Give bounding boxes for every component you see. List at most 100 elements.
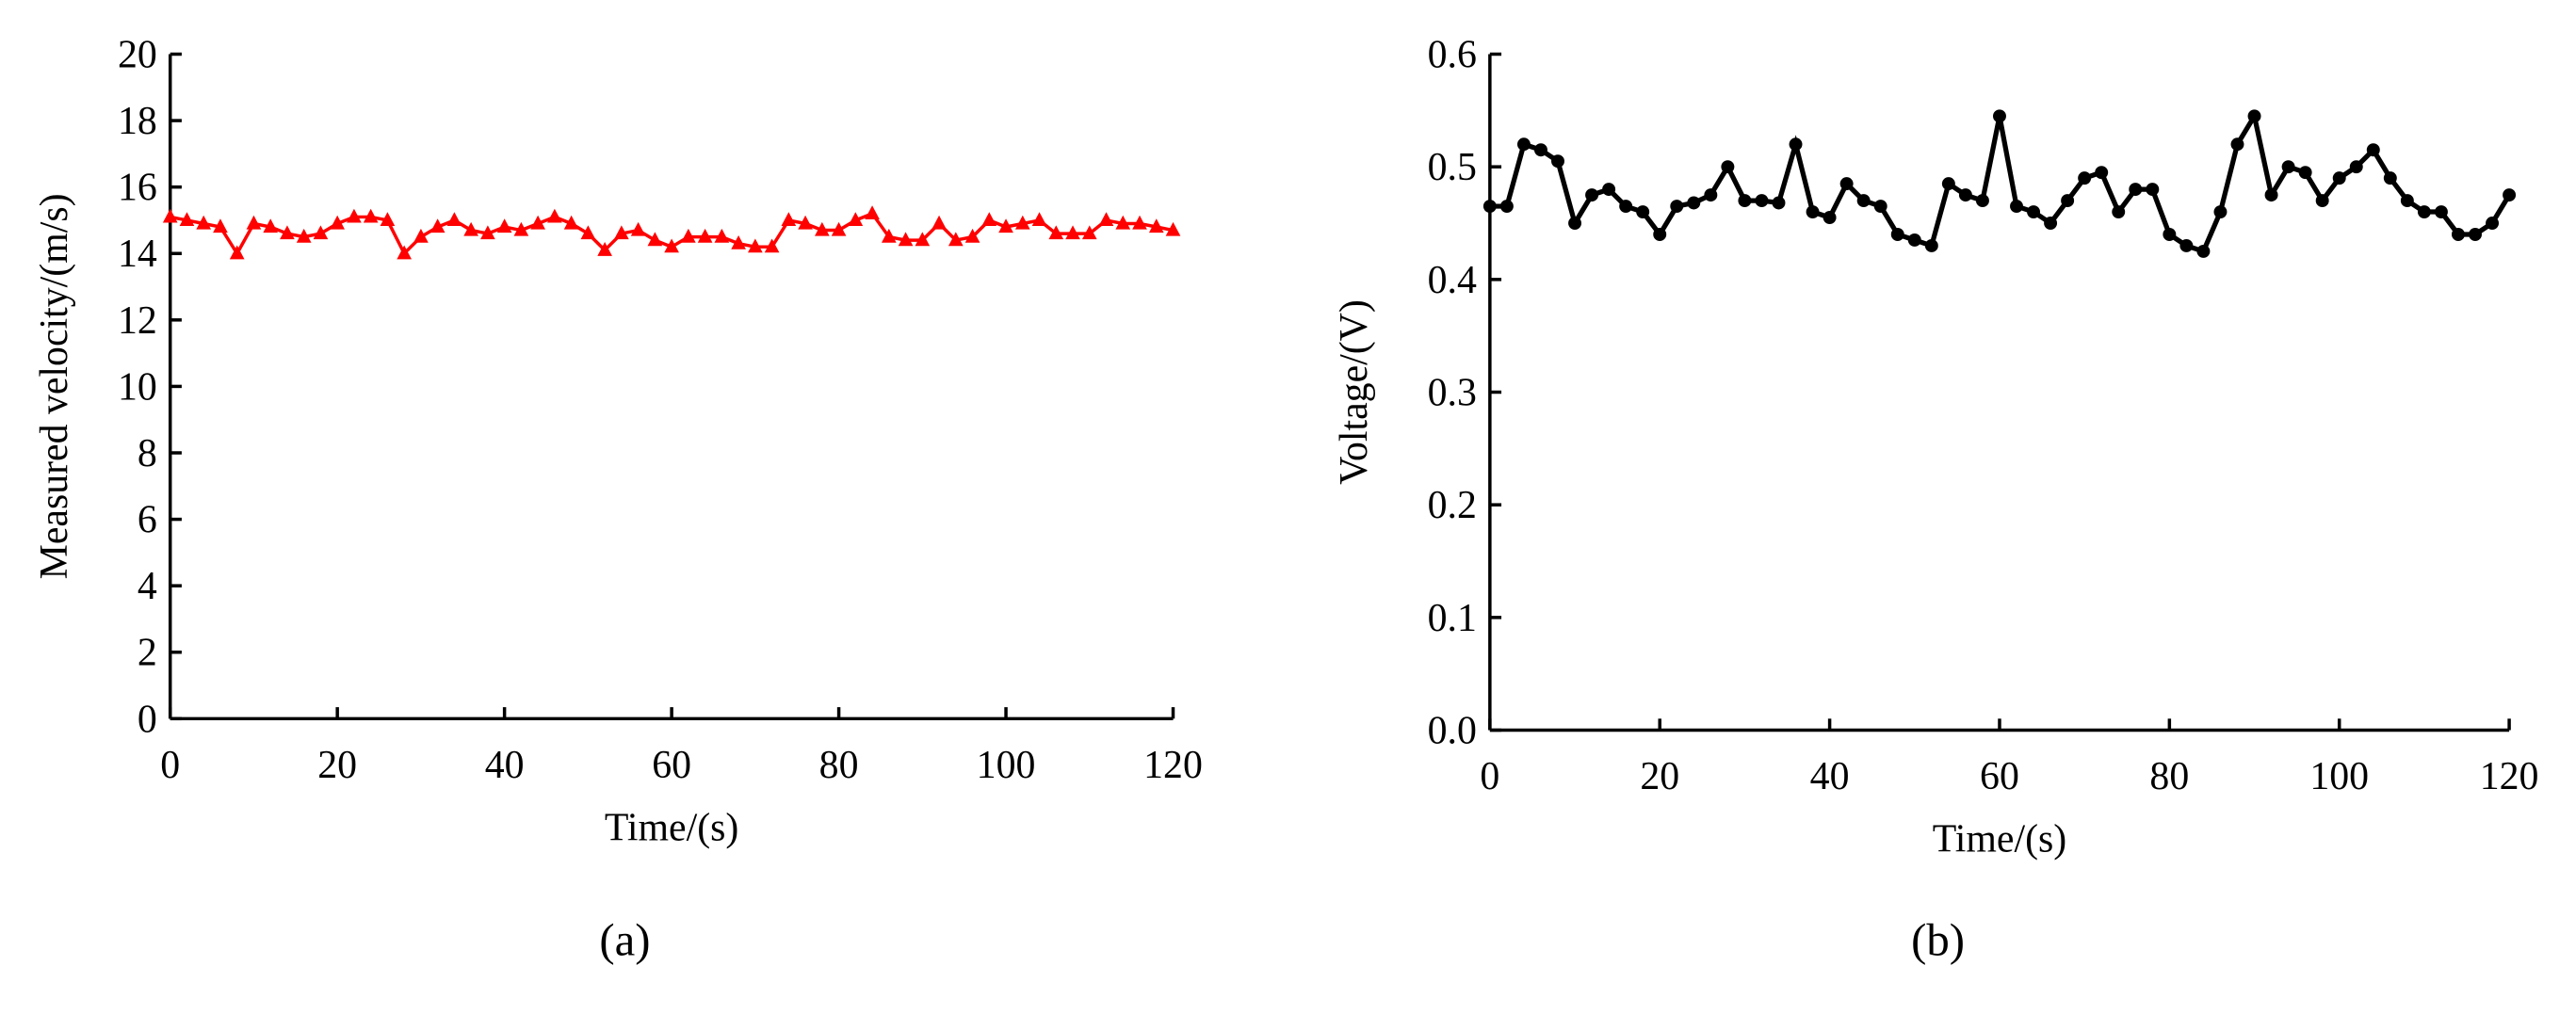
x-tick-label: 60 xyxy=(652,744,691,787)
data-point xyxy=(2503,188,2517,202)
data-point xyxy=(1533,143,1547,157)
data-point xyxy=(781,212,797,227)
data-line xyxy=(1489,109,2512,255)
data-point xyxy=(1014,215,1030,230)
data-point xyxy=(196,215,212,230)
data-point xyxy=(413,228,429,243)
data-point xyxy=(313,225,329,240)
data-point xyxy=(246,215,262,230)
data-point xyxy=(1482,200,1497,214)
data-point xyxy=(1132,215,1147,230)
data-point xyxy=(2486,217,2500,230)
x-tick-label: 0 xyxy=(160,744,180,787)
data-point xyxy=(1081,225,1097,240)
data-point xyxy=(2281,160,2295,174)
data-point xyxy=(1670,200,1684,214)
data-point xyxy=(1687,196,1701,210)
data-point xyxy=(881,228,897,243)
data-point xyxy=(614,225,629,240)
data-point xyxy=(1516,137,1531,152)
y-tick-label: 0 xyxy=(138,698,157,741)
x-tick-label: 40 xyxy=(1810,755,1850,798)
x-axis-label: Time/(s) xyxy=(605,806,739,849)
y-tick-label: 10 xyxy=(118,365,157,409)
x-tick-label: 120 xyxy=(2480,755,2539,798)
data-point xyxy=(748,238,763,253)
y-tick-label: 14 xyxy=(118,233,157,276)
data-point xyxy=(1619,200,1633,214)
data-point xyxy=(2044,217,2058,230)
data-point xyxy=(731,234,746,249)
data-point xyxy=(798,215,813,230)
data-point xyxy=(2366,143,2380,157)
data-point xyxy=(2349,160,2363,174)
data-point xyxy=(1772,196,1786,210)
y-tick-label: 0.5 xyxy=(1428,146,1477,189)
data-point xyxy=(964,228,980,243)
data-point xyxy=(2400,194,2414,208)
data-point xyxy=(1839,177,1854,191)
y-tick-label: 4 xyxy=(138,565,157,608)
data-point xyxy=(2112,205,2126,219)
x-tick-label: 80 xyxy=(2149,755,2189,798)
data-point xyxy=(1065,225,1080,240)
data-point xyxy=(1823,211,1837,224)
data-point xyxy=(179,212,195,227)
data-point xyxy=(1148,218,1164,233)
data-point xyxy=(2027,205,2041,219)
x-tick-label: 20 xyxy=(1640,755,1679,798)
data-point xyxy=(1031,212,1047,227)
data-point xyxy=(2247,109,2261,123)
data-point xyxy=(1568,217,1582,230)
data-point xyxy=(1890,228,1904,241)
data-point xyxy=(2452,228,2465,241)
data-point xyxy=(848,212,864,227)
data-point xyxy=(347,208,362,223)
data-point xyxy=(530,215,545,230)
y-tick-label: 0.0 xyxy=(1428,709,1477,752)
data-point xyxy=(563,215,579,230)
data-point xyxy=(1653,228,1667,241)
data-point xyxy=(2179,238,2194,252)
data-point xyxy=(865,205,880,220)
data-point xyxy=(814,221,830,236)
y-tick-label: 20 xyxy=(118,33,157,76)
data-point xyxy=(330,215,346,230)
data-point xyxy=(2332,171,2346,185)
data-point xyxy=(162,208,178,223)
data-point xyxy=(1048,225,1064,240)
data-point xyxy=(1941,177,1955,191)
data-point xyxy=(229,245,245,260)
y-tick-label: 16 xyxy=(118,167,157,210)
x-tick-label: 100 xyxy=(2309,755,2369,798)
y-tick-label: 0.6 xyxy=(1428,33,1477,76)
data-point xyxy=(2434,205,2448,219)
panel-label: (b) xyxy=(1911,914,1965,965)
data-point xyxy=(2230,137,2244,152)
data-point xyxy=(1602,183,1616,197)
data-point xyxy=(2129,183,2143,197)
data-point xyxy=(1636,205,1650,219)
data-point xyxy=(1873,200,1887,214)
data-point xyxy=(1585,188,1599,202)
x-axis-label: Time/(s) xyxy=(1933,817,2067,861)
data-point xyxy=(1704,188,1718,202)
data-point xyxy=(463,221,478,236)
data-point xyxy=(915,232,931,247)
data-point xyxy=(1115,215,1131,230)
x-tick-label: 120 xyxy=(1143,744,1203,787)
data-point xyxy=(2010,200,2023,214)
data-point xyxy=(1721,160,1735,174)
y-tick-label: 8 xyxy=(138,432,157,475)
y-tick-label: 0.1 xyxy=(1428,597,1477,640)
data-point xyxy=(1165,221,1181,236)
data-point xyxy=(831,221,847,236)
data-point xyxy=(496,218,512,233)
data-point xyxy=(1958,188,1972,202)
data-point xyxy=(697,228,713,243)
data-point xyxy=(363,208,379,223)
data-point xyxy=(948,232,964,247)
data-point xyxy=(630,221,646,236)
data-point xyxy=(998,218,1013,233)
